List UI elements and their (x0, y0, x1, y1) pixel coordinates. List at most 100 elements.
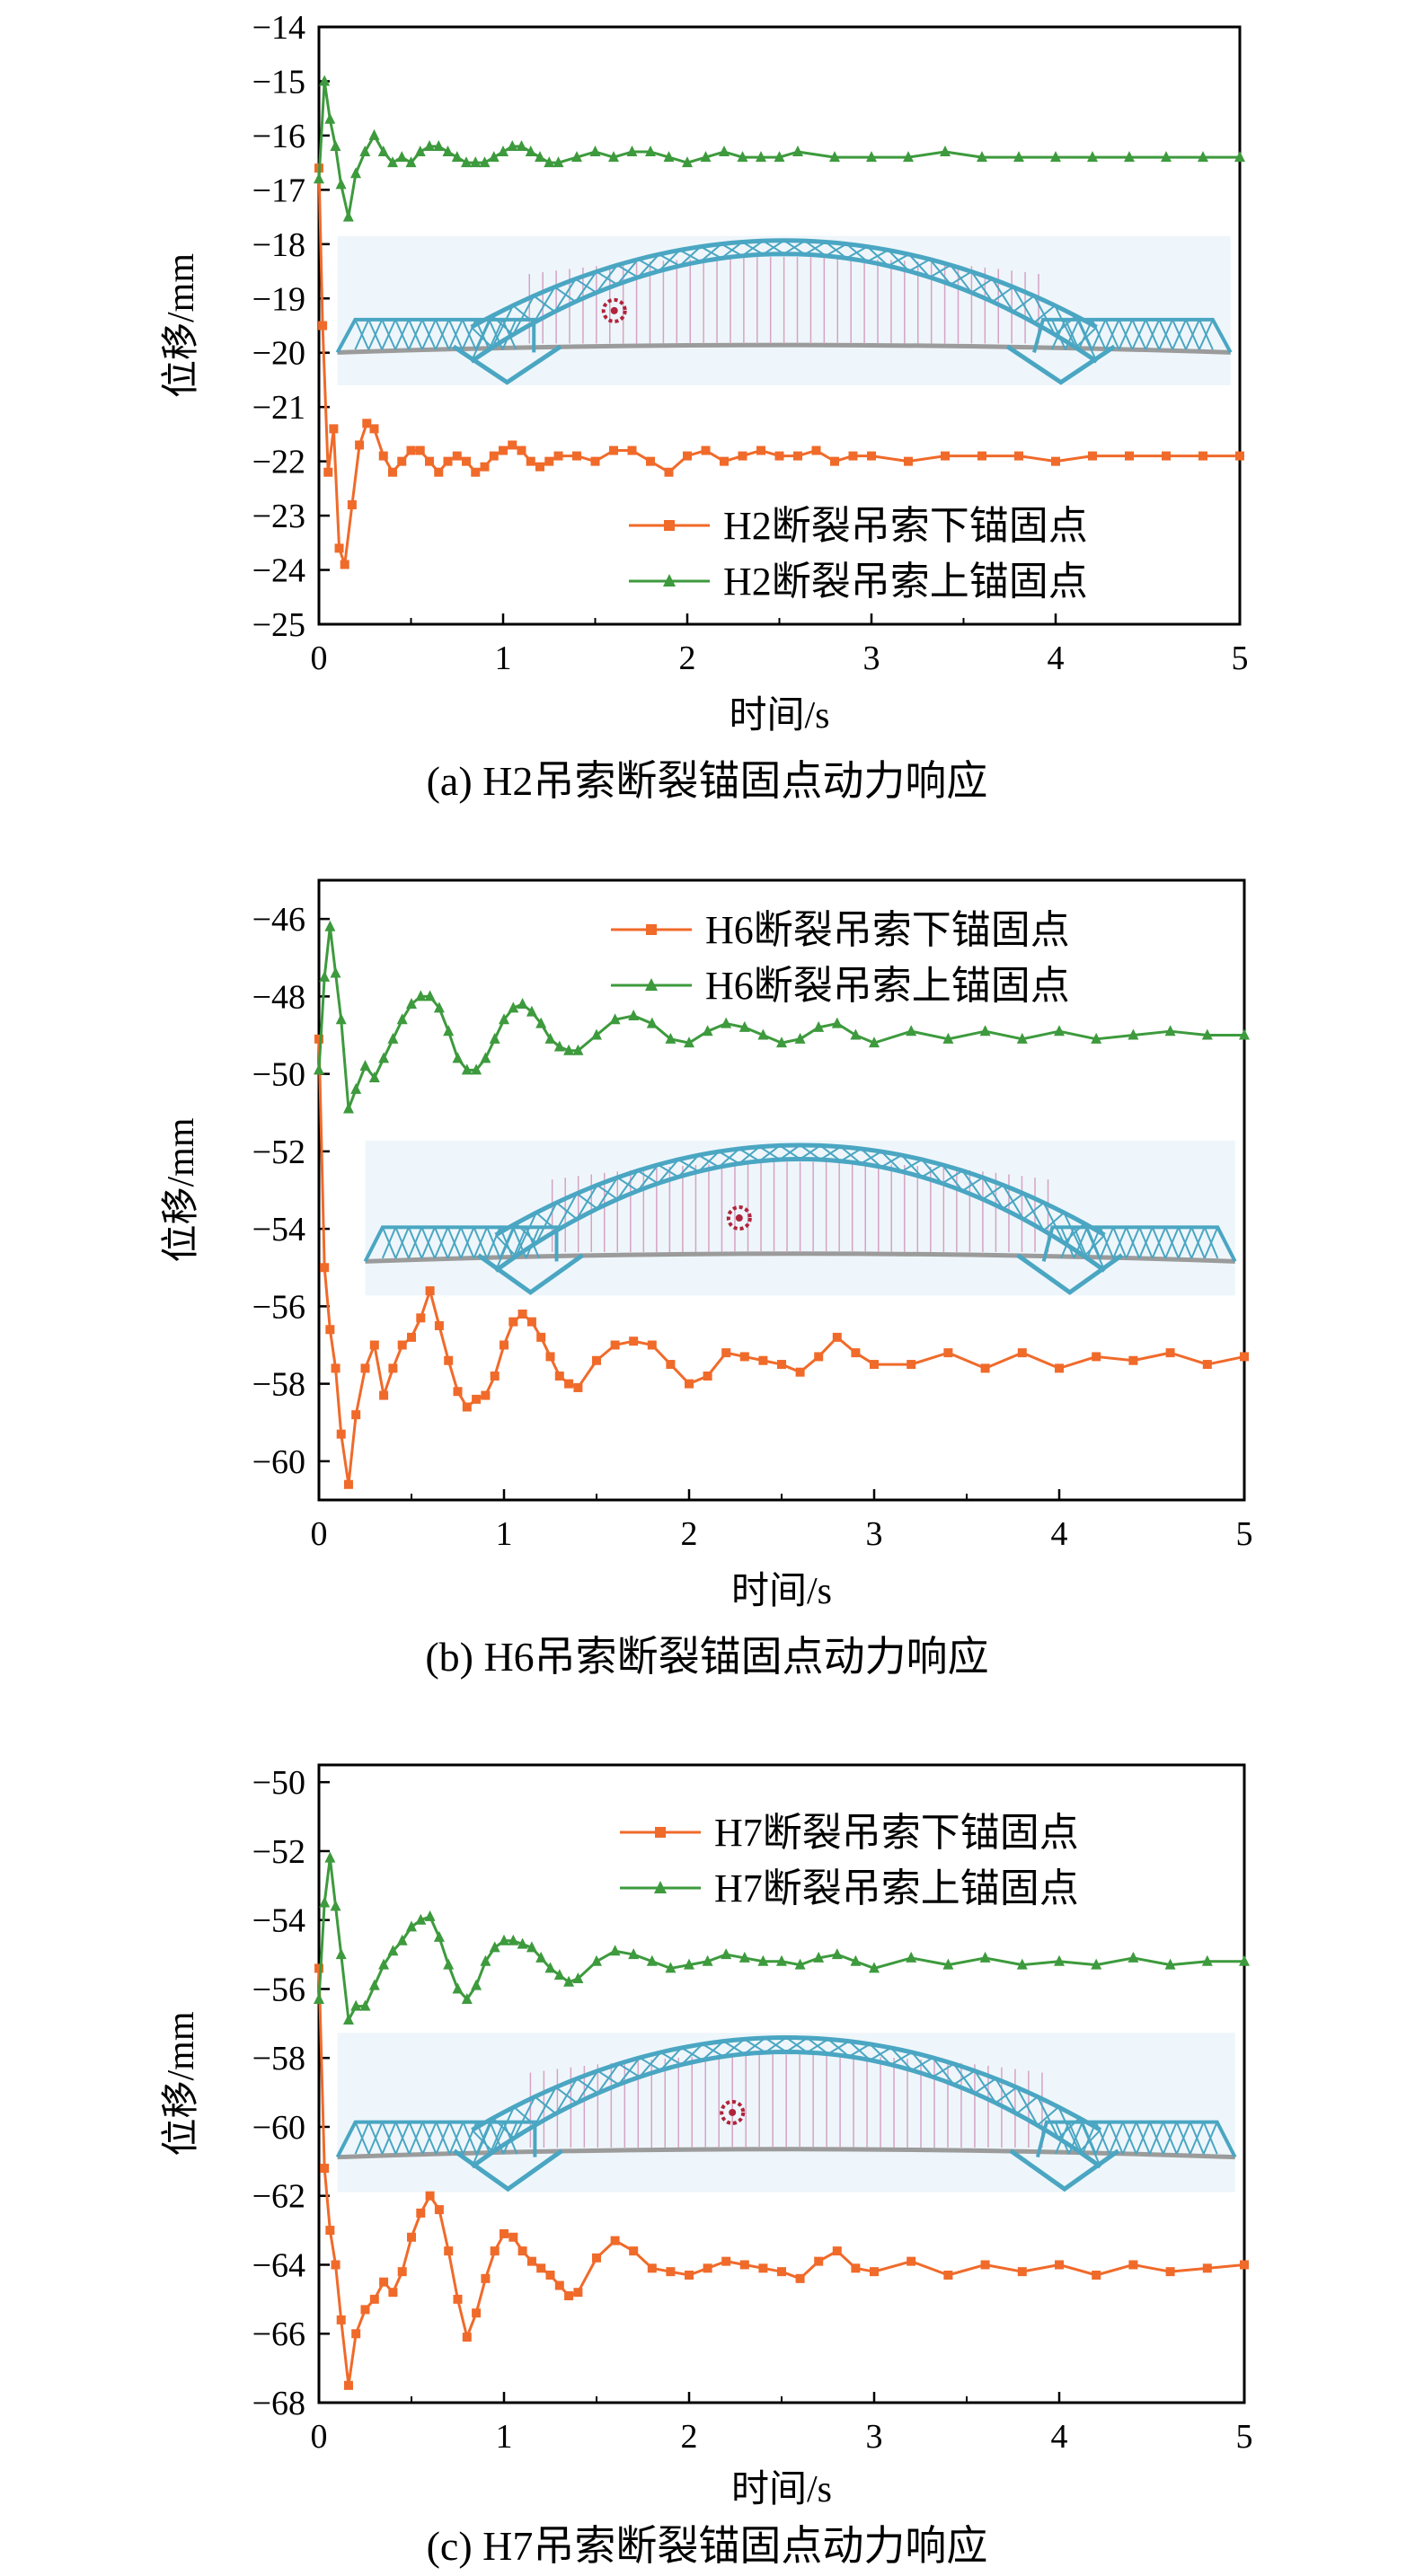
bridge-truss-brace (1099, 1227, 1115, 1259)
bridge-arch-brace (1043, 1212, 1065, 1231)
data-point-square (480, 462, 490, 472)
data-point-triangle (319, 1896, 331, 1908)
bridge-arch-brace (1075, 315, 1098, 362)
data-point-triangle (415, 1913, 427, 1925)
bridge-truss-brace (1177, 1227, 1193, 1259)
data-point-triangle (396, 1013, 408, 1025)
data-point-square (517, 446, 526, 455)
y-tick-label: −52 (252, 1833, 305, 1871)
data-point-triangle (535, 151, 545, 163)
data-point-square (1017, 1348, 1027, 1358)
y-tick-label: −15 (252, 63, 305, 101)
bridge-truss-brace (381, 2122, 397, 2155)
y-tick-label: −46 (252, 901, 305, 939)
chart-panel-1: 0 1 2 3 4 5 −46 −48 −50 −52 −54 −56 −58 −60 时间/s 位移/mm H… (160, 878, 1253, 1680)
y-axis-title: 位移/mm (160, 1117, 202, 1262)
data-point-triangle (471, 1063, 482, 1075)
bridge-truss-brace (1138, 1227, 1154, 1259)
data-point-triangle (324, 112, 336, 124)
cable-break-dot (735, 1214, 743, 1222)
data-point-triangle (335, 1013, 347, 1025)
data-point-triangle (831, 1948, 843, 1960)
data-point-square (610, 1340, 620, 1350)
bridge-arch-brace (700, 243, 722, 262)
bridge-side-truss (335, 2120, 537, 2158)
data-point-triangle (1128, 1951, 1139, 1963)
data-point-square (416, 2208, 426, 2218)
data-point-triangle (906, 1025, 917, 1037)
data-point-triangle (461, 156, 472, 168)
bridge-arch-brace (848, 2042, 871, 2058)
bridge-truss-brace (408, 319, 423, 350)
bridge-arch-brace (970, 278, 994, 294)
data-point-triangle (850, 1954, 862, 1966)
bridge-arch-brace (471, 2117, 494, 2167)
data-point-square (832, 1332, 842, 1342)
data-point-triangle (776, 1954, 787, 1966)
data-point-square (340, 560, 349, 569)
data-point-square (545, 1352, 555, 1362)
x-tick-label: 2 (681, 2418, 698, 2456)
bridge-truss-brace (525, 1227, 541, 1259)
bridge-arch-brace (659, 2047, 683, 2071)
data-point-square (323, 467, 333, 477)
data-point-square (1240, 1352, 1249, 1362)
bridge-arch-brace (721, 241, 743, 260)
y-tick-label: −52 (252, 1134, 305, 1171)
bridge-truss-brace (394, 2122, 411, 2155)
bridge-arch-brace (1042, 1202, 1066, 1244)
data-point-square (851, 1348, 861, 1358)
data-point-square (416, 1313, 426, 1323)
data-point-square (472, 2308, 482, 2318)
bridge-side-truss (363, 1225, 559, 1263)
x-tick-label: 3 (866, 1515, 883, 1553)
data-point-square (444, 1355, 454, 1365)
bridge-arch-brace (932, 2062, 955, 2078)
data-point-square (870, 2267, 879, 2277)
bridge-truss-brace (381, 319, 397, 350)
data-point-triangle (1087, 151, 1098, 163)
bridge-truss-brace (462, 2122, 478, 2155)
data-point-triangle (330, 1900, 341, 1911)
data-point-square (1202, 2263, 1212, 2273)
bridge-arch-brace (680, 2043, 703, 2066)
bridge-arch-brace (515, 1212, 537, 1257)
x-tick-label: 2 (681, 1515, 698, 1553)
panel-caption: (a) H2吊索断裂锚固点动力响应 (427, 758, 988, 804)
data-point-triangle (553, 1040, 565, 1052)
data-point-square (489, 451, 499, 461)
data-point-square (777, 1360, 786, 1370)
data-point-triangle (498, 146, 509, 157)
data-point-square (685, 1379, 694, 1389)
bridge-arch-brace (961, 1177, 984, 1192)
y-tick-label: −22 (252, 444, 305, 481)
bridge-truss-brace (1081, 2122, 1097, 2155)
data-point-triangle (1239, 1954, 1250, 1966)
data-point-triangle (757, 1028, 769, 1040)
data-point-square (777, 2267, 786, 2277)
legend-marker-square (664, 520, 675, 531)
bridge-arch-brace (908, 258, 931, 272)
data-point-triangle (499, 1934, 509, 1945)
bridge-arch-brace (827, 2040, 850, 2055)
bridge-inset (335, 2033, 1237, 2192)
data-point-triangle (646, 1954, 658, 1966)
legend-marker-triangle (663, 574, 676, 587)
data-point-triangle (572, 1972, 584, 1983)
data-point-square (573, 1382, 583, 1392)
bridge-arch-brace (1013, 295, 1035, 313)
legend-label: H6断裂吊索上锚固点 (705, 964, 1070, 1008)
data-point-triangle (628, 1009, 640, 1020)
bridge-arch-brace (890, 2051, 913, 2066)
x-tick-label: 1 (496, 2418, 513, 2456)
data-point-square (683, 451, 692, 461)
bridge-arch-brace (513, 2095, 536, 2139)
data-point-triangle (721, 1017, 732, 1028)
data-point-square (904, 456, 913, 466)
data-point-square (943, 2271, 953, 2280)
data-point-square (388, 467, 397, 477)
y-tick-label: −50 (252, 1056, 305, 1094)
bridge-pier (1016, 1253, 1124, 1295)
data-point-square (572, 451, 581, 461)
bridge-arch-brace (845, 245, 868, 260)
